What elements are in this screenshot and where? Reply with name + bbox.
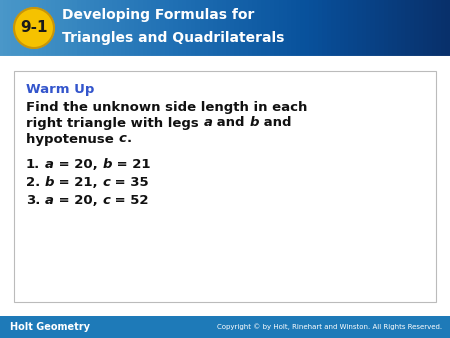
Text: c: c: [103, 194, 110, 208]
Text: 9-1: 9-1: [20, 21, 48, 35]
Text: b: b: [45, 176, 54, 190]
Text: = 21: = 21: [112, 159, 150, 171]
Text: and: and: [212, 117, 249, 129]
Text: Find the unknown side length in each: Find the unknown side length in each: [26, 100, 307, 114]
Text: hypotenuse: hypotenuse: [26, 132, 118, 145]
Text: = 35: = 35: [111, 176, 149, 190]
Text: right triangle with legs: right triangle with legs: [26, 117, 203, 129]
Text: b: b: [249, 117, 259, 129]
Bar: [0, 57, 450, 316]
Text: 3.: 3.: [26, 194, 40, 208]
Text: and: and: [259, 117, 292, 129]
Text: b: b: [102, 159, 112, 171]
Text: a: a: [45, 159, 54, 171]
Text: = 21,: = 21,: [54, 176, 103, 190]
Text: 1.: 1.: [26, 159, 40, 171]
Text: = 20,: = 20,: [54, 159, 102, 171]
Text: Developing Formulas for: Developing Formulas for: [62, 8, 254, 22]
Text: = 52: = 52: [110, 194, 149, 208]
Circle shape: [14, 8, 54, 48]
Text: Triangles and Quadrilaterals: Triangles and Quadrilaterals: [62, 31, 284, 45]
Text: c: c: [103, 176, 111, 190]
Text: Warm Up: Warm Up: [26, 82, 94, 96]
Text: .: .: [126, 132, 131, 145]
Text: a: a: [45, 194, 54, 208]
Text: c: c: [118, 132, 126, 145]
Text: Copyright © by Holt, Rinehart and Winston. All Rights Reserved.: Copyright © by Holt, Rinehart and Winsto…: [217, 324, 442, 330]
Bar: [0, 316, 450, 338]
Text: = 20,: = 20,: [54, 194, 103, 208]
Text: a: a: [203, 117, 212, 129]
Text: Holt Geometry: Holt Geometry: [10, 322, 90, 332]
Bar: [0, 0, 450, 57]
FancyBboxPatch shape: [14, 71, 436, 302]
Text: 2.: 2.: [26, 176, 40, 190]
